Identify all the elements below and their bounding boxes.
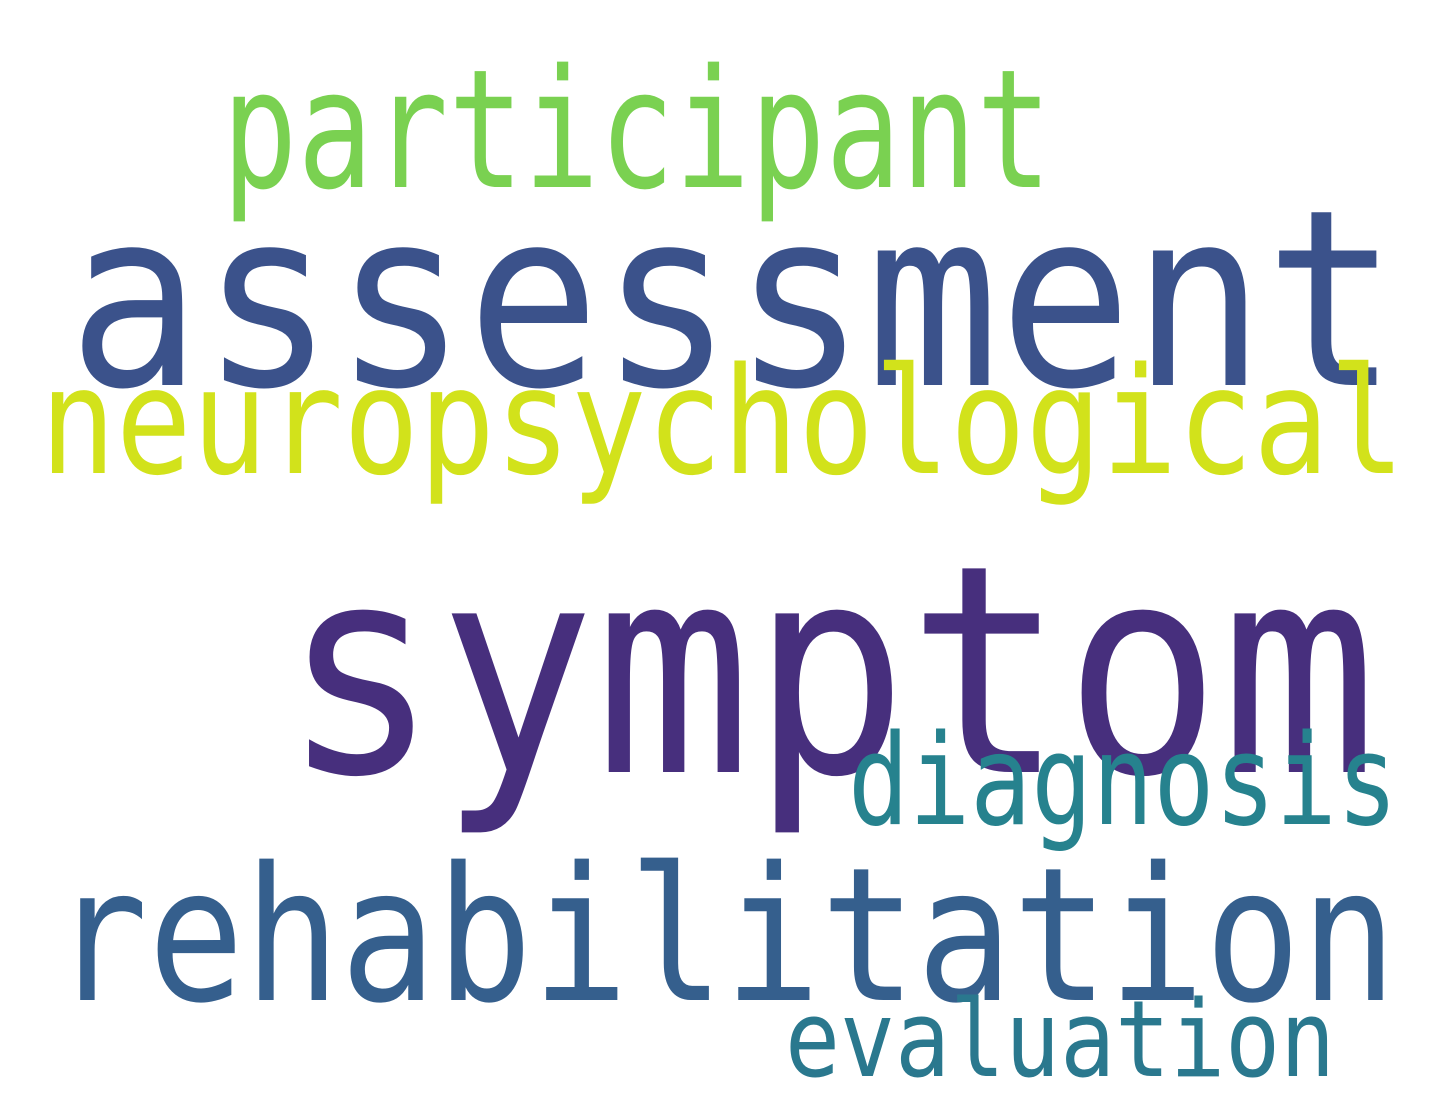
word-diagnosis: diagnosis [848, 707, 1398, 854]
word-participant: participant [222, 34, 1052, 226]
word-neuropsychological: neuropsychological [40, 336, 1405, 508]
word-symptom: symptom [282, 504, 1378, 841]
word-rehabilitation: rehabilitation [52, 827, 1397, 1044]
word-assessment: assessment [68, 158, 1399, 444]
word-evaluation: evaluation [785, 978, 1336, 1101]
